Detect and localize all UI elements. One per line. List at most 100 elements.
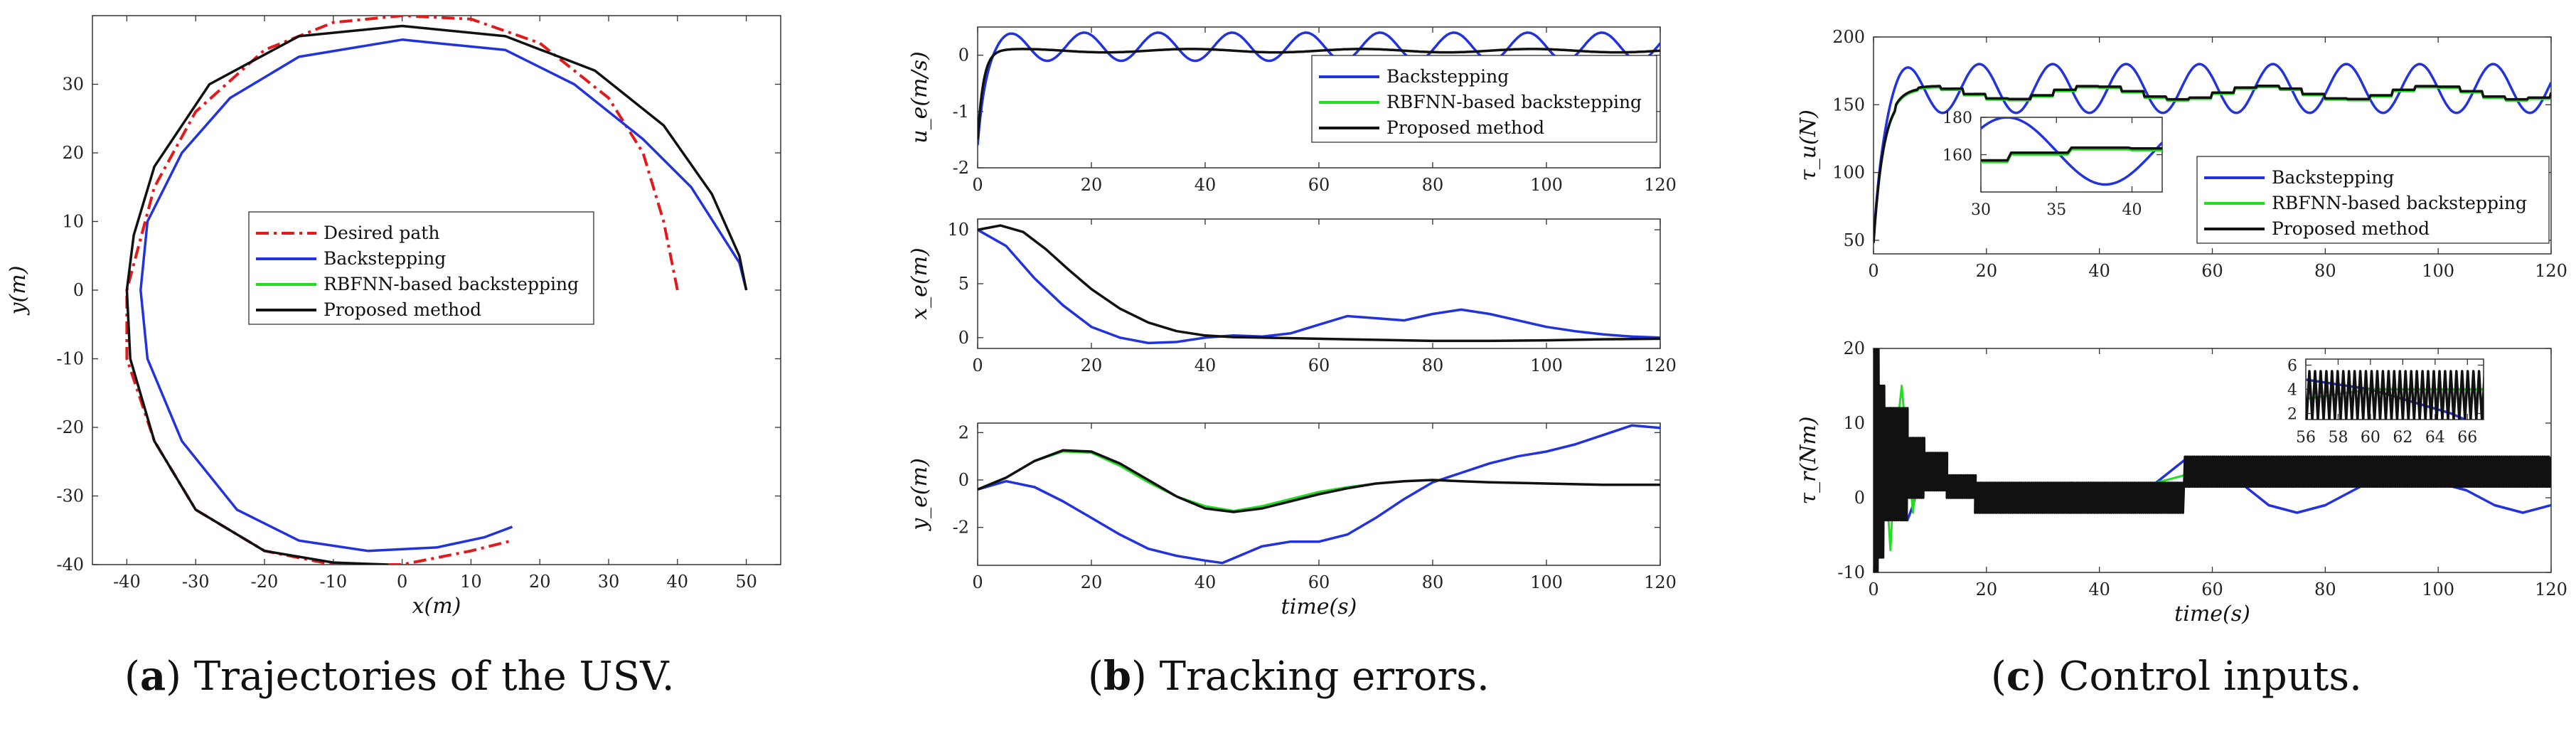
y-tick-label: 150 xyxy=(1832,95,1865,114)
y-tick-label: 0 xyxy=(958,328,969,348)
legend-box xyxy=(248,211,594,325)
y-axis-label: x_e(m) xyxy=(907,247,932,320)
y-tick-label: -10 xyxy=(56,349,84,369)
y-tick-label: 30 xyxy=(62,75,84,95)
x-axis-label: time(s) xyxy=(1281,594,1357,619)
legend-entry: Proposed method xyxy=(2272,218,2430,239)
plot-a: -40 -30 -20 -10 0 10 20 30 40 50 -40 -30 -20 -10 0 10 20… xyxy=(6,15,781,619)
y-tick-label: 0 xyxy=(1854,488,1865,508)
legend-entry: Proposed method xyxy=(1386,117,1544,138)
x-tick-label: 0 xyxy=(1868,261,1878,281)
series-line-prop xyxy=(2306,370,2484,420)
x-tick-label: 80 xyxy=(1422,356,1444,375)
series-group xyxy=(978,31,1660,146)
x-tick-label: 120 xyxy=(1644,356,1677,375)
y-tick-label: -10 xyxy=(1837,562,1865,582)
x-tick-label: 0 xyxy=(972,572,983,592)
legend-entry: Proposed method xyxy=(324,299,481,320)
x-tick-label: 60 xyxy=(2201,261,2223,281)
series-line-prop xyxy=(978,449,1660,513)
series-group xyxy=(1874,348,2551,572)
series-line-back xyxy=(978,31,1660,146)
x-tick-label: 20 xyxy=(1976,580,1998,599)
y-tick-label: 2 xyxy=(958,422,969,442)
caption-a-text: Trajectories of the USV. xyxy=(193,653,675,700)
x-tick-label: 80 xyxy=(1422,572,1444,592)
y-tick-label: -1 xyxy=(953,102,969,122)
caption-c-label: c xyxy=(2006,653,2031,700)
x-tick-label: 80 xyxy=(1422,175,1444,195)
series-line-back xyxy=(139,38,748,553)
x-tick-label: 120 xyxy=(2535,261,2567,281)
y-tick-label: 100 xyxy=(1832,163,1865,183)
series-line-prop xyxy=(978,48,1660,140)
y-tick-label: 10 xyxy=(947,220,969,240)
y-tick-label: 4 xyxy=(2287,382,2297,400)
series-line-prop xyxy=(1874,84,2551,243)
legend-entry: RBFNN-based backstepping xyxy=(1386,92,1642,112)
legend-entry: Backstepping xyxy=(1386,66,1509,87)
y-tick-label: 0 xyxy=(73,280,84,300)
y-tick-label: 0 xyxy=(958,46,969,65)
y-tick-label: 20 xyxy=(1843,338,1865,358)
x-tick-label: 80 xyxy=(2314,261,2336,281)
y-tick-label: 10 xyxy=(1843,413,1865,433)
x-tick-label: -30 xyxy=(182,572,210,592)
y-tick-label: -40 xyxy=(56,555,84,575)
y-tick-label: 6 xyxy=(2287,358,2297,375)
caption-b-label: b xyxy=(1103,653,1132,700)
series-group xyxy=(1874,63,2551,243)
plot-c1: 0 20 40 60 80 100 120 50 100 150 200 τ_u(N) Backstep… xyxy=(1796,27,2567,281)
series-group xyxy=(978,224,1660,345)
caption-b-text: Tracking errors. xyxy=(1159,653,1490,700)
y-tick-label: 160 xyxy=(1942,147,1972,165)
series-line-prop xyxy=(1981,146,2162,162)
x-tick-label: 10 xyxy=(460,572,482,592)
x-tick-label: 0 xyxy=(972,175,983,195)
x-tick-label: 20 xyxy=(1081,175,1103,195)
x-tick-label: -10 xyxy=(319,572,347,592)
x-tick-label: 100 xyxy=(1530,356,1563,375)
series-line-back xyxy=(978,228,1660,345)
x-tick-label: 30 xyxy=(598,572,620,592)
legend: Backstepping RBFNN-based backstepping Prop… xyxy=(2196,156,2550,244)
y-tick-label: -20 xyxy=(56,417,84,437)
x-tick-label: 60 xyxy=(1308,572,1330,592)
y-tick-label: 200 xyxy=(1832,27,1865,47)
series-group xyxy=(1981,117,2162,186)
x-tick-label: 30 xyxy=(1971,201,1991,219)
y-tick-label: -30 xyxy=(56,486,84,506)
x-tick-label: -40 xyxy=(113,572,141,592)
x-axis-label: x(m) xyxy=(412,594,461,619)
y-axis-label: τ_u(N) xyxy=(1796,110,1821,181)
y-tick-label: -2 xyxy=(953,518,969,538)
x-tick-label: 20 xyxy=(1081,572,1103,592)
x-tick-label: 20 xyxy=(529,572,551,592)
series-line-rbf xyxy=(978,450,1660,512)
x-tick-label: 20 xyxy=(1976,261,1998,281)
x-tick-label: 58 xyxy=(2328,429,2348,447)
inset-plot: 56 58 60 62 64 66 2 4 6 xyxy=(2287,358,2484,447)
y-axis-label: τ_r(Nm) xyxy=(1796,416,1821,504)
plot-b3: 0 20 40 60 80 100 120 -2 0 2 time(s) y_e(m) xyxy=(907,422,1677,619)
x-tick-label: 40 xyxy=(2088,580,2110,599)
x-tick-label: 62 xyxy=(2393,429,2412,447)
series-group xyxy=(2306,370,2484,420)
x-tick-label: 120 xyxy=(1644,572,1677,592)
y-tick-label: 20 xyxy=(62,143,84,163)
plot-b2: 0 20 40 60 80 100 120 0 5 10 x_e(m) xyxy=(907,218,1677,375)
caption-c: (c) Control inputs. xyxy=(1991,653,2362,700)
caption-a: (a) Trajectories of the USV. xyxy=(124,653,675,700)
y-tick-label: 0 xyxy=(958,470,969,490)
y-tick-label: 2 xyxy=(2287,406,2297,424)
x-tick-label: 80 xyxy=(2314,580,2336,599)
series-line-desired xyxy=(125,16,679,565)
x-axis-label: time(s) xyxy=(2174,602,2250,626)
caption-a-label: a xyxy=(139,653,166,700)
y-tick-label: 5 xyxy=(958,274,969,294)
series-group xyxy=(125,16,748,565)
x-tick-label: 60 xyxy=(1308,175,1330,195)
legend-entry: Backstepping xyxy=(324,248,446,269)
x-tick-label: 0 xyxy=(1868,580,1878,599)
x-tick-label: 35 xyxy=(2046,201,2066,219)
